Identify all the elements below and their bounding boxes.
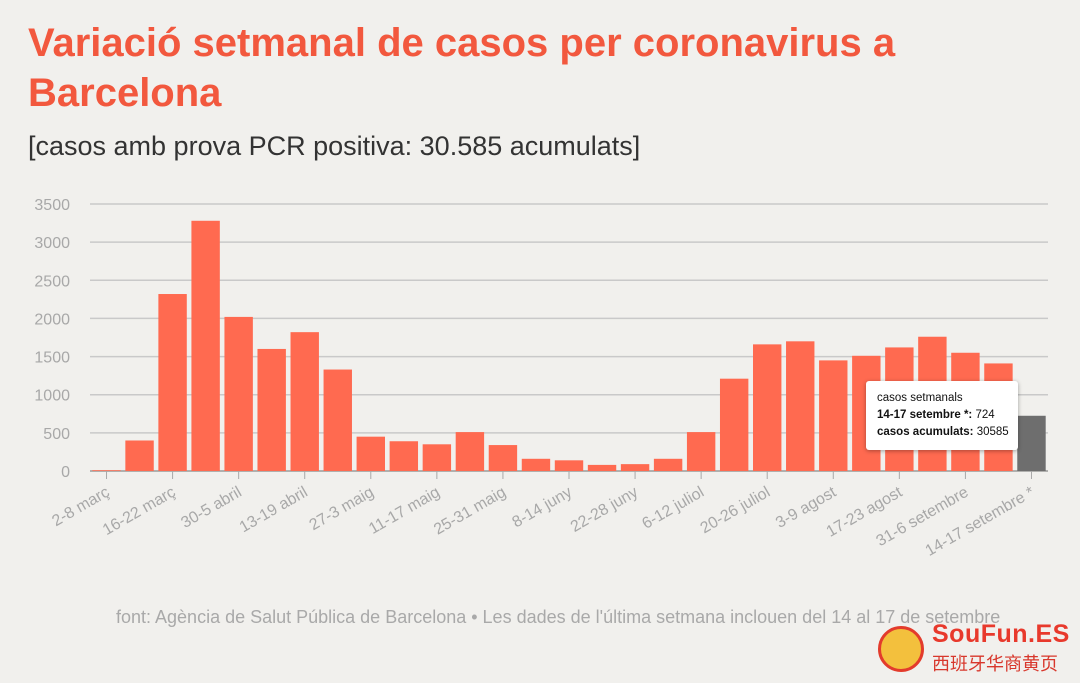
bar	[389, 441, 419, 471]
bar	[191, 220, 220, 471]
bar	[719, 378, 749, 471]
x-tick-label: 14-17 setembre *	[923, 484, 1038, 560]
x-tick-label: 6-12 juliol	[639, 484, 707, 533]
bar-tooltip: casos setmanals 14-17 setembre *: 724 ca…	[866, 381, 1018, 450]
bar	[323, 369, 352, 471]
bar	[819, 360, 848, 471]
watermark-subtitle: 西班牙华商黄页	[932, 654, 1058, 675]
bar	[290, 332, 319, 471]
x-tick-label: 30-5 abril	[178, 484, 244, 532]
bar	[356, 436, 385, 471]
bar	[686, 432, 716, 471]
y-tick-label: 0	[61, 464, 70, 481]
watermark-logo-icon	[878, 626, 924, 672]
bar	[620, 464, 650, 471]
x-tick-label: 27-3 maig	[307, 484, 377, 534]
bar	[455, 432, 485, 471]
bar	[1017, 415, 1046, 471]
x-tick-label: 16-22 març	[100, 484, 179, 539]
y-tick-label: 1000	[34, 388, 70, 405]
tooltip-week-row: 14-17 setembre *: 724	[877, 407, 1018, 424]
x-tick-label: 13-19 abril	[237, 484, 311, 537]
y-tick-label: 3500	[34, 197, 70, 214]
bar	[92, 470, 121, 471]
source-note: font: Agència de Salut Pública de Barcel…	[116, 607, 1001, 627]
bars	[92, 220, 1046, 471]
x-tick-label: 22-28 juny	[568, 484, 641, 536]
bar	[753, 344, 782, 471]
bar	[587, 464, 617, 471]
bar	[786, 341, 815, 471]
x-tick-label: 25-31 maig	[431, 484, 509, 539]
y-tick-label: 500	[43, 426, 70, 443]
tooltip-week-label: 14-17 setembre *:	[877, 409, 973, 421]
x-tick-label: 11-17 maig	[366, 484, 443, 538]
tooltip-week-value: 724	[975, 409, 995, 421]
x-tick-label: 8-14 juny	[509, 484, 575, 532]
bar-chart: 0 500 1000 1500 2000 2500 3000 3500 2-8 març16-…	[34, 197, 1048, 560]
bar	[488, 445, 518, 471]
y-tick-label: 1500	[34, 350, 70, 367]
x-tick-label: 20-26 juliol	[698, 484, 774, 537]
tooltip-total-row: casos acumulats: 30585	[877, 424, 1018, 441]
y-tick-label: 2000	[34, 311, 70, 328]
bar	[554, 460, 584, 471]
tooltip-total-label: casos acumulats:	[877, 426, 974, 438]
bar	[224, 316, 253, 471]
bar	[125, 440, 154, 471]
watermark-brand: SouFun.ES	[932, 620, 1070, 648]
chart-title: Variació setmanal de casos per coronavir…	[28, 21, 896, 115]
y-tick-label: 2500	[34, 273, 70, 290]
y-axis: 0 500 1000 1500 2000 2500 3000 3500	[34, 197, 70, 481]
bar	[158, 294, 187, 471]
tooltip-title: casos setmanals	[877, 392, 963, 404]
watermark: SouFun.ES 西班牙华商黄页	[878, 620, 1074, 676]
bar	[653, 458, 683, 471]
bar	[521, 458, 551, 471]
tooltip-total-value: 30585	[976, 426, 1009, 438]
bar	[257, 348, 286, 471]
bar	[422, 444, 452, 471]
y-tick-label: 3000	[34, 235, 70, 252]
chart-subtitle: [casos amb prova PCR positiva: 30.585 ac…	[28, 131, 641, 161]
